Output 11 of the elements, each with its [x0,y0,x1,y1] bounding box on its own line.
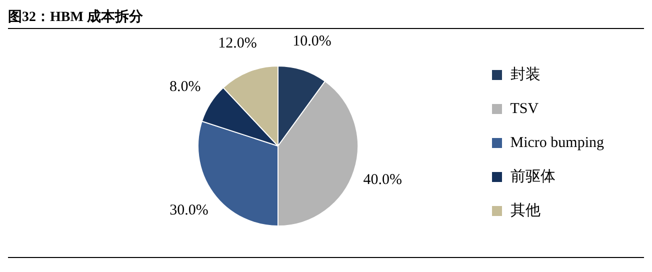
legend-label: 其他 [510,202,540,221]
data-label: 10.0% [292,33,332,50]
legend-label: 封装 [510,66,540,85]
legend-label: TSV [510,100,539,119]
data-label: 40.0% [363,172,402,188]
data-label: 8.0% [170,79,201,96]
legend-label: Micro bumping [510,134,604,153]
data-label: 12.0% [218,36,257,52]
data-label: 30.0% [170,202,208,219]
chart-title: 图32：HBM 成本拆分 [8,8,644,29]
legend-label: 前驱体 [510,168,556,187]
